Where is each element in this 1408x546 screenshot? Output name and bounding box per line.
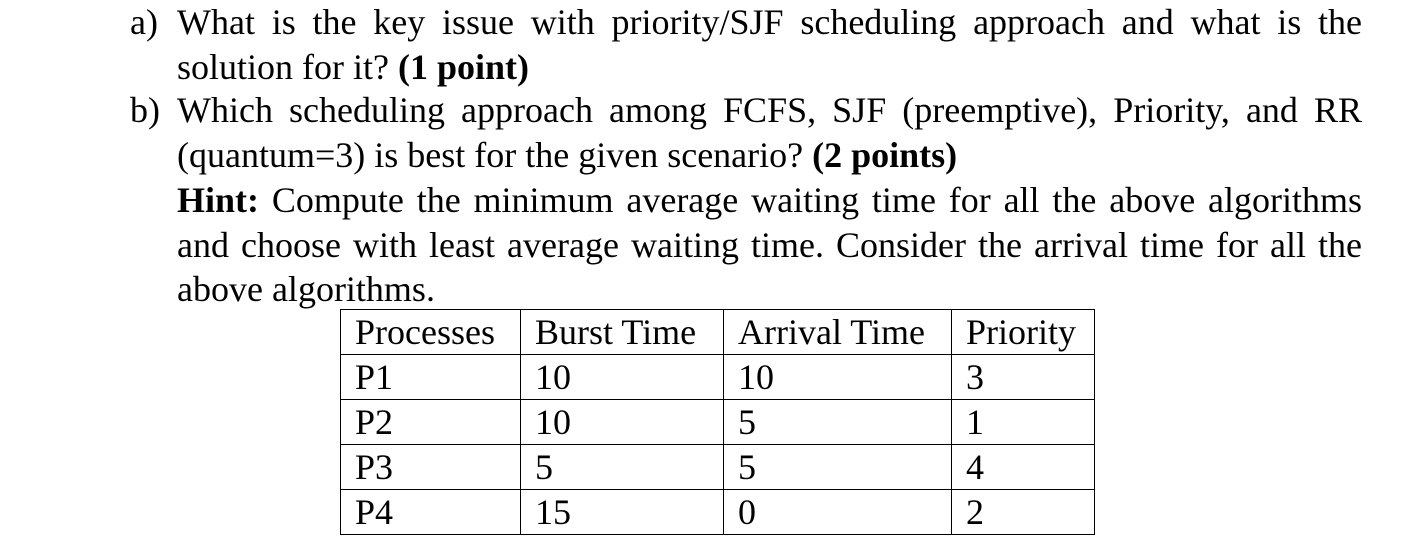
cell-priority: 3 — [951, 354, 1095, 400]
table-header-row: Processes Burst Time Arrival Time Priori… — [340, 309, 1095, 355]
hint-text: Compute the minimum average waiting time… — [177, 180, 1363, 309]
cell-arrival-time: 5 — [723, 444, 952, 490]
header-processes: Processes — [340, 309, 521, 355]
question-a: a) What is the key issue with priority/S… — [130, 0, 1362, 89]
cell-arrival-time: 0 — [723, 489, 952, 535]
question-b: b) Which scheduling approach among FCFS,… — [130, 88, 1362, 177]
question-a-body: What is the key issue with priority/SJF … — [177, 0, 1362, 89]
cell-arrival-time: 10 — [723, 354, 952, 400]
cell-burst-time: 5 — [520, 444, 724, 490]
cell-priority: 2 — [951, 489, 1095, 535]
cell-burst-time: 15 — [520, 489, 724, 535]
question-b-body: Which scheduling approach among FCFS, SJ… — [177, 88, 1362, 177]
header-arrival-time: Arrival Time — [723, 309, 952, 355]
cell-process: P4 — [340, 489, 521, 535]
question-b-points: (2 points) — [812, 134, 958, 175]
cell-burst-time: 10 — [520, 399, 724, 445]
question-a-text: What is the key issue with priority/SJF … — [177, 2, 1362, 87]
process-table: Processes Burst Time Arrival Time Priori… — [340, 309, 1095, 535]
table-row: P4 15 0 2 — [340, 489, 1095, 535]
cell-priority: 4 — [951, 444, 1095, 490]
cell-process: P1 — [340, 354, 521, 400]
cell-priority: 1 — [951, 399, 1095, 445]
header-burst-time: Burst Time — [520, 309, 724, 355]
table-row: P3 5 5 4 — [340, 444, 1095, 490]
cell-arrival-time: 5 — [723, 399, 952, 445]
table-row: P1 10 10 3 — [340, 354, 1095, 400]
cell-process: P2 — [340, 399, 521, 445]
question-b-marker: b) — [130, 90, 160, 130]
cell-process: P3 — [340, 444, 521, 490]
hint-label: Hint: — [177, 180, 260, 220]
question-a-marker: a) — [130, 2, 158, 42]
header-priority: Priority — [951, 309, 1095, 355]
cell-burst-time: 10 — [520, 354, 724, 400]
table-row: P2 10 5 1 — [340, 399, 1095, 445]
hint-paragraph: Hint: Compute the minimum average waitin… — [177, 178, 1362, 312]
question-b-text: Which scheduling approach among FCFS, SJ… — [177, 90, 1362, 175]
question-a-points: (1 point) — [397, 46, 529, 87]
